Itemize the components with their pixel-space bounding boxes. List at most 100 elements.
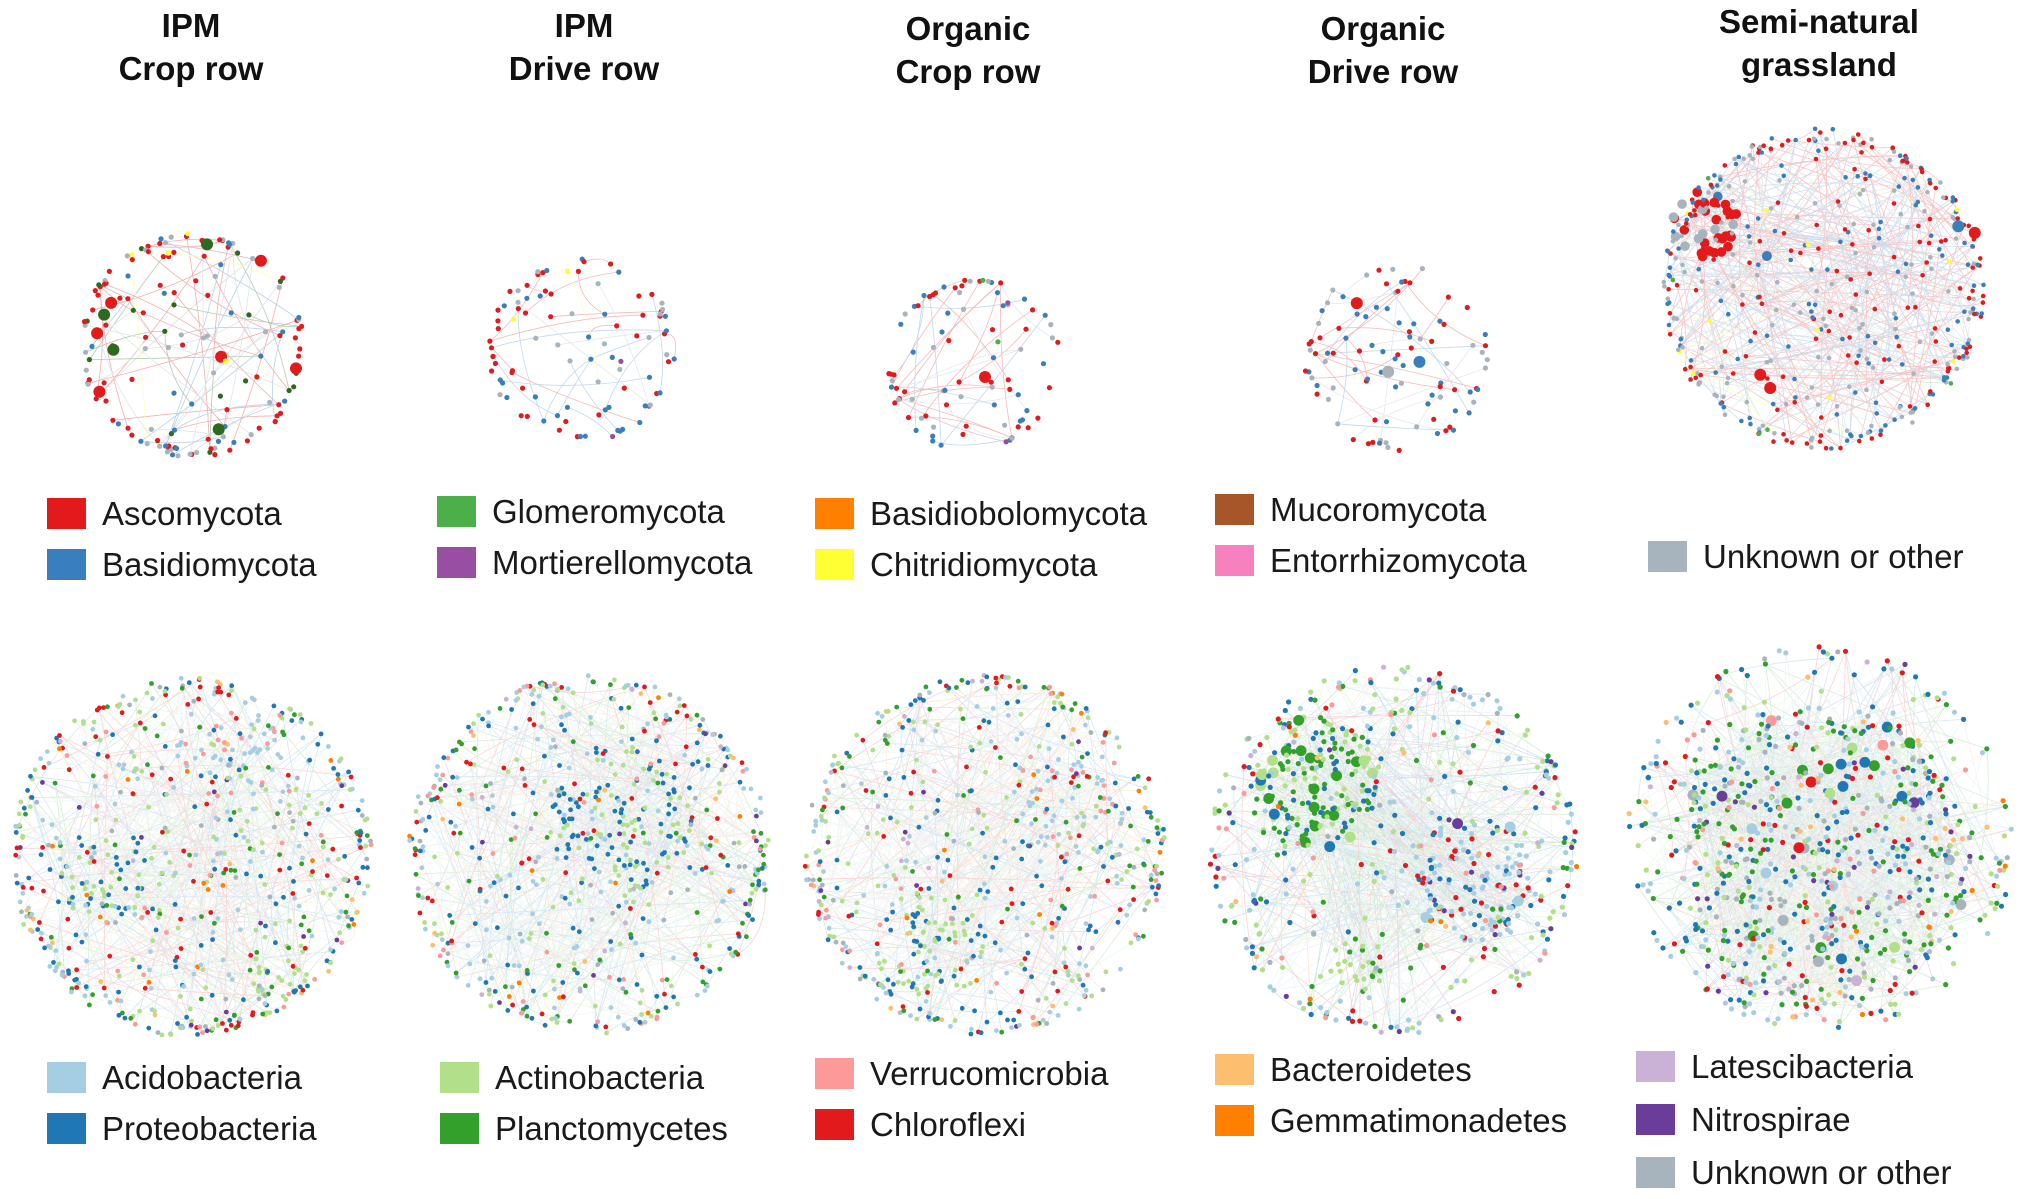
network-node [1697, 380, 1703, 385]
network-node [1894, 901, 1900, 907]
network-node [1661, 279, 1667, 285]
network-node [1427, 896, 1433, 902]
network-node [215, 689, 221, 695]
network-node [206, 791, 212, 796]
network-node [1864, 356, 1870, 362]
network-node [1955, 899, 1967, 910]
network-node [1839, 968, 1845, 974]
network-node [1836, 1018, 1842, 1025]
network-node [1693, 970, 1699, 976]
network-node [291, 989, 297, 995]
network-node [1941, 690, 1947, 696]
network-node [144, 441, 150, 447]
network-node [847, 948, 853, 954]
legend-swatch [815, 1058, 854, 1089]
network-node [1820, 847, 1826, 853]
network-node [1781, 432, 1786, 437]
network-node [1721, 932, 1727, 938]
network-node [139, 835, 144, 840]
network-node [959, 677, 965, 683]
network-node [148, 949, 153, 954]
network-node [1923, 844, 1929, 850]
network-node [272, 729, 277, 735]
network-node [1867, 774, 1873, 780]
network-node [1328, 809, 1340, 821]
network-node [1716, 790, 1728, 802]
network-node [917, 692, 923, 698]
network-node [1823, 445, 1829, 451]
network-node [882, 737, 888, 743]
network-node [105, 754, 110, 759]
network-node [1697, 817, 1703, 823]
network-node [1292, 732, 1298, 738]
network-node [1826, 719, 1832, 725]
network-node [539, 1011, 545, 1017]
network-node [209, 779, 215, 785]
network-node [211, 742, 217, 748]
network-node [105, 852, 111, 858]
network-node [300, 735, 306, 741]
network-node [1757, 294, 1762, 300]
network-node [897, 721, 902, 727]
network-node [1101, 783, 1107, 788]
network-node [888, 1005, 894, 1011]
network-node [727, 946, 732, 951]
network-node [1865, 900, 1871, 906]
network-node [1540, 758, 1546, 764]
network-node [1735, 356, 1740, 362]
network-node [1934, 873, 1940, 880]
network-node [1045, 764, 1050, 770]
network-node [898, 969, 903, 974]
network-node [642, 840, 648, 846]
network-node [1281, 850, 1287, 856]
network-node [1251, 898, 1257, 904]
network-node [1937, 846, 1944, 852]
network-node [1088, 730, 1094, 735]
network-node [139, 915, 145, 920]
network-node [218, 757, 224, 763]
network-node [599, 812, 605, 818]
network-node [926, 865, 932, 871]
network-node [1808, 824, 1814, 830]
network-node [1768, 358, 1773, 363]
network-node [1381, 875, 1387, 881]
legend-item: Planctomycetes [440, 1103, 728, 1154]
network-node [1821, 818, 1827, 824]
network-node [1855, 849, 1861, 855]
network-node [1692, 187, 1703, 198]
network-node [859, 781, 864, 787]
network-node [262, 882, 268, 887]
network-node [1417, 945, 1423, 951]
network-node [1700, 246, 1706, 251]
network-node [1243, 936, 1249, 943]
network-node [1887, 987, 1893, 994]
network-node [563, 855, 569, 860]
network-node [1295, 745, 1307, 757]
network-node [1757, 944, 1763, 950]
network-node [1758, 798, 1764, 804]
network-node [605, 851, 611, 857]
network-node [183, 741, 189, 747]
network-node [122, 1015, 128, 1021]
network-node [336, 857, 341, 862]
network-node [1799, 720, 1805, 726]
network-node [1309, 983, 1315, 990]
network-node [1775, 279, 1780, 285]
network-node [25, 788, 30, 793]
network-node [494, 873, 500, 879]
network-node [1103, 730, 1108, 736]
network-node [1373, 965, 1379, 971]
network-node [1947, 259, 1952, 265]
network-node [1795, 795, 1801, 801]
network-node [981, 812, 987, 818]
network-node [819, 817, 825, 823]
network-node [540, 682, 546, 688]
network-node [1552, 775, 1558, 781]
network-node [1696, 266, 1701, 272]
network-node [233, 832, 239, 838]
network-node [707, 943, 712, 949]
network-node [435, 795, 440, 801]
network-node [215, 438, 221, 444]
network-node [1736, 154, 1742, 160]
network-node [1131, 864, 1137, 870]
